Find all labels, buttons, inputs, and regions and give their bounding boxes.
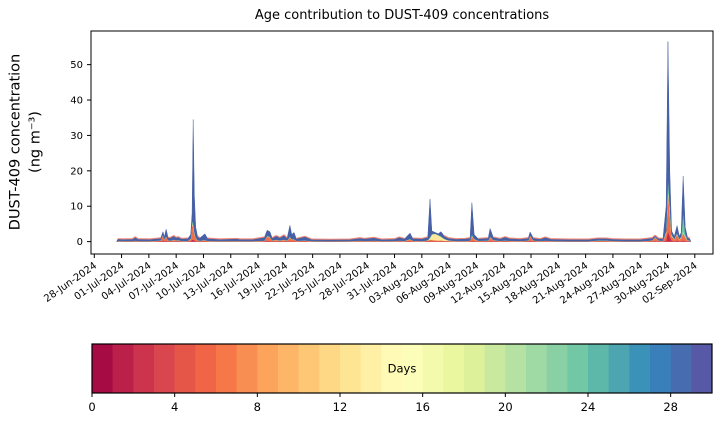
y-tick-label: 30 <box>70 131 83 142</box>
colorbar-segment <box>360 344 382 393</box>
colorbar-tick-label: 16 <box>415 400 430 414</box>
plot-border <box>90 30 714 255</box>
chart-title: Age contribution to DUST-409 concentrati… <box>254 8 550 23</box>
colorbar-segment <box>195 344 217 393</box>
y-axis-label: DUST-409 concentration (ng m⁻³) <box>6 54 45 230</box>
colorbar-tick-label: 4 <box>171 400 178 414</box>
colorbar-tick-label: 12 <box>333 400 348 414</box>
baseline-highlight-line <box>117 234 691 240</box>
baseline-age-line <box>117 234 691 240</box>
age-band-age-2-8-days <box>116 192 691 242</box>
colorbar-segment <box>216 344 237 393</box>
colorbar-label: Days <box>388 362 417 376</box>
colorbar-segment <box>257 344 279 393</box>
y-tick-label: 20 <box>70 166 83 177</box>
colorbar-segment <box>608 344 630 393</box>
colorbar-segment <box>154 344 175 393</box>
colorbar-segment <box>402 344 423 393</box>
colorbar-segment <box>381 344 403 393</box>
colorbar-segment <box>484 344 506 393</box>
colorbar-segment <box>567 344 589 393</box>
colorbar-tick-label: 28 <box>663 400 678 414</box>
y-axis-label-line2: (ng m⁻³) <box>27 111 43 173</box>
colorbar-segment <box>319 344 341 393</box>
colorbar-segment <box>588 344 609 393</box>
colorbar-tick-label: 8 <box>254 400 261 414</box>
colorbar-segment <box>112 344 134 393</box>
y-tick-label: 0 <box>77 237 83 248</box>
colorbar-segment <box>464 344 485 393</box>
y-tick-label: 40 <box>70 96 83 107</box>
colorbar-segment <box>174 344 196 393</box>
colorbar-segment <box>236 344 258 393</box>
colorbar-segment <box>670 344 692 393</box>
colorbar-border <box>91 343 713 394</box>
y-axis-label-line1: DUST-409 concentration <box>7 53 24 231</box>
colorbar-segment <box>505 344 527 393</box>
colorbar-segment <box>298 344 320 393</box>
age-band-age-24-30-days <box>115 41 691 243</box>
stacked-areas <box>115 41 691 243</box>
colorbar-segment <box>629 344 651 393</box>
colorbar-segment <box>443 344 465 393</box>
colorbar-segment <box>650 344 671 393</box>
colorbar-segment <box>92 344 113 393</box>
colorbar-segment <box>546 344 568 393</box>
y-tick-label: 50 <box>70 60 83 71</box>
colorbar-segment <box>133 344 155 393</box>
colorbar-segment <box>422 344 444 393</box>
colorbar <box>92 344 713 393</box>
age-band-age-16-24-days <box>116 176 691 242</box>
colorbar-segment <box>340 344 361 393</box>
colorbar-segment <box>691 344 713 393</box>
colorbar-segment <box>526 344 547 393</box>
colorbar-tick-label: 0 <box>88 400 95 414</box>
colorbar-segment <box>278 344 299 393</box>
colorbar-tick-label: 24 <box>581 400 596 414</box>
age-band-age-8-16-days <box>116 188 691 242</box>
y-tick-label: 10 <box>70 202 83 213</box>
colorbar-tick-label: 20 <box>498 400 513 414</box>
